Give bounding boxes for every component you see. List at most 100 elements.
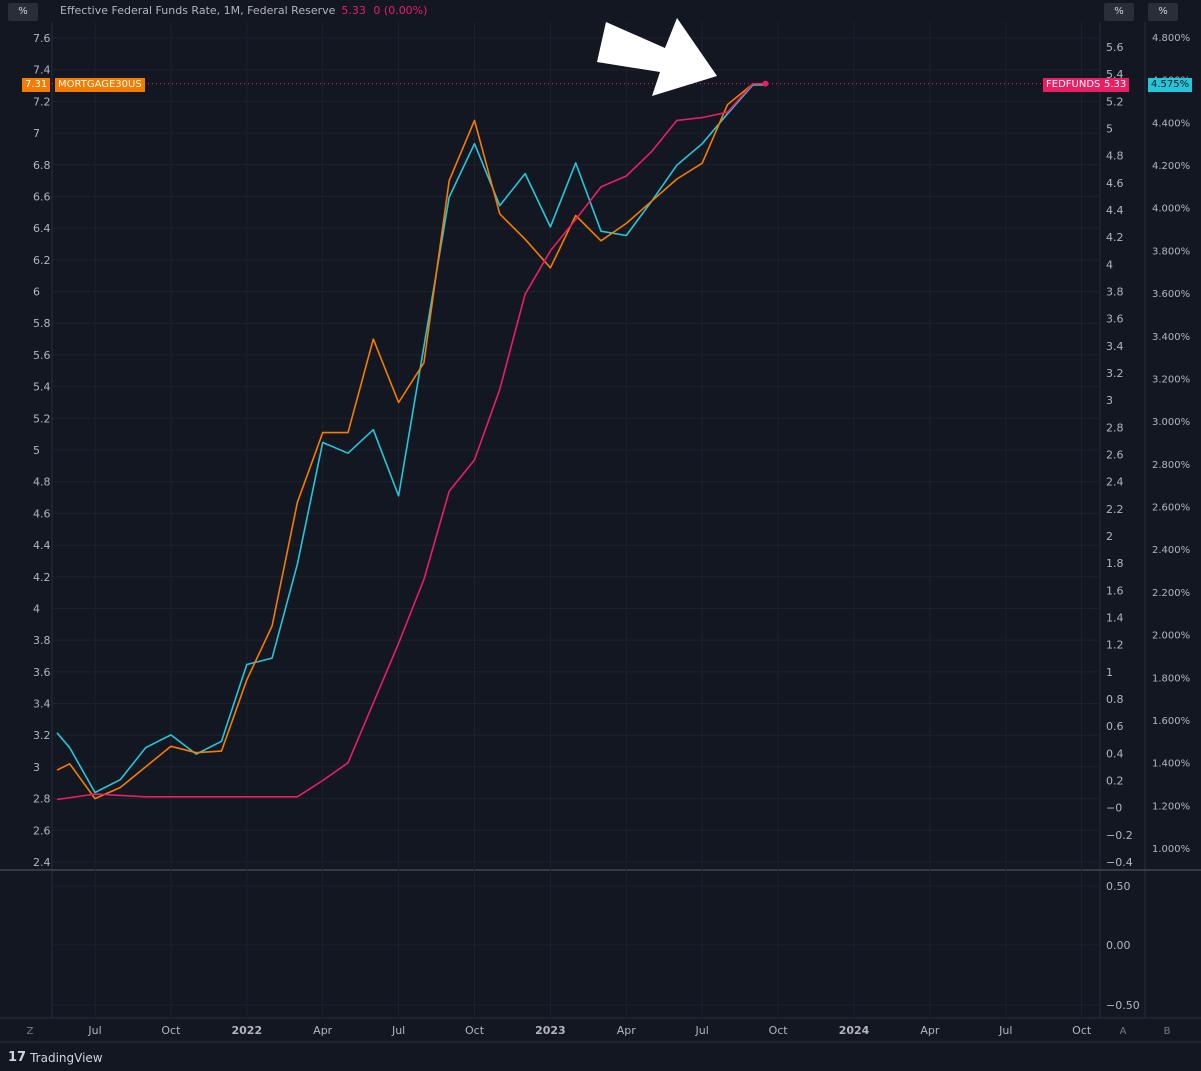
brand-name[interactable]: TradingView [30, 1050, 103, 1065]
x-tick-label: Jul [87, 1024, 101, 1037]
chart-header: Effective Federal Funds Rate, 1M, Federa… [60, 4, 427, 17]
percent-y-tick-label: 1.200% [1152, 801, 1190, 812]
x-tick-label: Jul [695, 1024, 709, 1037]
percent-y-tick-label: 4.200% [1152, 161, 1190, 172]
mortgage-value-tag: 7.31 [22, 78, 51, 92]
x-tick-label: Jul [391, 1024, 405, 1037]
fedfunds-value-tag: 5.33 [1101, 78, 1130, 92]
x-tick-label: Oct [769, 1024, 789, 1037]
right-y-tick-label: 1.8 [1106, 557, 1124, 570]
x-tick-label: Jul [998, 1024, 1012, 1037]
right-y-tick-label: 5.6 [1106, 41, 1124, 54]
left-y-tick-label: 5.4 [33, 381, 51, 394]
percent-y-tick-label: 1.800% [1152, 673, 1190, 684]
right-y-tick-label: 2.6 [1106, 449, 1124, 462]
left-y-tick-label: 3.6 [33, 666, 51, 679]
right-y-tick-label: 2.2 [1106, 503, 1124, 516]
left-y-tick-label: 5 [33, 444, 40, 457]
left-y-tick-label: 2.6 [33, 824, 51, 837]
series-last-value: 5.33 [341, 4, 366, 17]
lower-y-tick-label: 0.00 [1106, 939, 1131, 952]
right-y-tick-label: 2.4 [1106, 476, 1124, 489]
right-y-tick-label: 1 [1106, 666, 1113, 679]
right-y-tick-label: 5 [1106, 123, 1113, 136]
fedfunds-line [56, 82, 766, 801]
mortgage-line [56, 83, 766, 800]
left-y-tick-label: 5.2 [33, 412, 51, 425]
scale-button-right_b[interactable]: B [1164, 1026, 1171, 1037]
x-tick-label: 2024 [839, 1024, 870, 1037]
right-y-tick-label: 3 [1106, 394, 1113, 407]
left-y-tick-label: 2.8 [33, 793, 51, 806]
annotation-arrow-icon [597, 18, 717, 96]
percent-y-tick-label: 2.400% [1152, 545, 1190, 556]
footer: 𝟭𝟳 TradingView [8, 1050, 103, 1065]
left-y-tick-label: 7 [33, 127, 40, 140]
percent-y-tick-label: 3.600% [1152, 289, 1190, 300]
right-y-tick-label: 0.2 [1106, 775, 1124, 788]
right-y-tick-label: 3.8 [1106, 286, 1124, 299]
left-y-tick-label: 4.6 [33, 507, 51, 520]
x-tick-label: Apr [313, 1024, 333, 1037]
series-change: 0 (0.00%) [373, 4, 428, 17]
left-y-tick-label: 3.8 [33, 634, 51, 647]
lower-y-tick-label: −0.50 [1106, 999, 1140, 1012]
third-series-value-tag: 4.575% [1148, 78, 1193, 92]
left-y-tick-label: 6.8 [33, 159, 51, 172]
right-y-tick-label: 3.4 [1106, 340, 1124, 353]
right-unit-button[interactable]: % [1104, 3, 1134, 21]
percent-y-tick-label: 4.400% [1152, 118, 1190, 129]
right-y-tick-label: −0 [1106, 802, 1122, 815]
lower-y-tick-label: 0.50 [1106, 880, 1131, 893]
percent-y-tick-label: 3.400% [1152, 332, 1190, 343]
tradingview-logo-icon[interactable]: 𝟭𝟳 [8, 1050, 27, 1065]
left-unit-button[interactable]: % [8, 3, 38, 21]
x-tick-label: 2023 [535, 1024, 566, 1037]
percent-y-tick-label: 3.200% [1152, 374, 1190, 385]
left-y-tick-label: 6.2 [33, 254, 51, 267]
percent-y-tick-label: 2.600% [1152, 503, 1190, 514]
right-y-tick-label: 2.8 [1106, 421, 1124, 434]
left-y-tick-label: 4.8 [33, 476, 51, 489]
scale-button-left[interactable]: Z [27, 1026, 34, 1037]
percent-y-tick-label: 1.400% [1152, 759, 1190, 770]
right-y-tick-label: 5.2 [1106, 95, 1124, 108]
scale-button-right_a[interactable]: A [1120, 1026, 1127, 1037]
right-y-tick-label: 1.6 [1106, 584, 1124, 597]
percent-y-tick-label: 3.800% [1152, 246, 1190, 257]
left-y-tick-label: 3.2 [33, 729, 51, 742]
right-y-tick-label: 3.6 [1106, 313, 1124, 326]
left-y-tick-label: 7.4 [33, 64, 51, 77]
percent-y-tick-label: 4.800% [1152, 33, 1190, 44]
x-tick-label: Oct [1072, 1024, 1092, 1037]
percent-y-tick-label: 2.000% [1152, 631, 1190, 642]
third-series-line [56, 84, 766, 794]
right-y-tick-label: 1.2 [1106, 639, 1124, 652]
left-y-tick-label: 3.4 [33, 698, 51, 711]
left-y-tick-label: 7.6 [33, 32, 51, 45]
right-y-tick-label: 1.4 [1106, 612, 1124, 625]
percent-y-tick-label: 2.200% [1152, 588, 1190, 599]
right-y-tick-label: 4.4 [1106, 204, 1124, 217]
left-y-tick-label: 6 [33, 286, 40, 299]
percent-y-tick-label: 1.600% [1152, 716, 1190, 727]
left-y-tick-label: 6.4 [33, 222, 51, 235]
right-y-tick-label: 2 [1106, 530, 1113, 543]
x-tick-label: Oct [465, 1024, 485, 1037]
x-tick-label: Apr [920, 1024, 940, 1037]
left-y-tick-label: 4.2 [33, 571, 51, 584]
percent-unit-button[interactable]: % [1148, 3, 1178, 21]
right-y-tick-label: 4.2 [1106, 231, 1124, 244]
left-y-tick-label: 3 [33, 761, 40, 774]
left-y-tick-label: 5.8 [33, 317, 51, 330]
left-y-tick-label: 2.4 [33, 856, 51, 869]
left-y-tick-label: 4.4 [33, 539, 51, 552]
right-y-tick-label: 4.6 [1106, 177, 1124, 190]
right-y-tick-label: 5.4 [1106, 68, 1124, 81]
left-y-tick-label: 6.6 [33, 190, 51, 203]
x-tick-label: 2022 [231, 1024, 262, 1037]
percent-y-tick-label: 1.000% [1152, 844, 1190, 855]
fedfunds-name-tag: FEDFUNDS [1043, 78, 1104, 92]
